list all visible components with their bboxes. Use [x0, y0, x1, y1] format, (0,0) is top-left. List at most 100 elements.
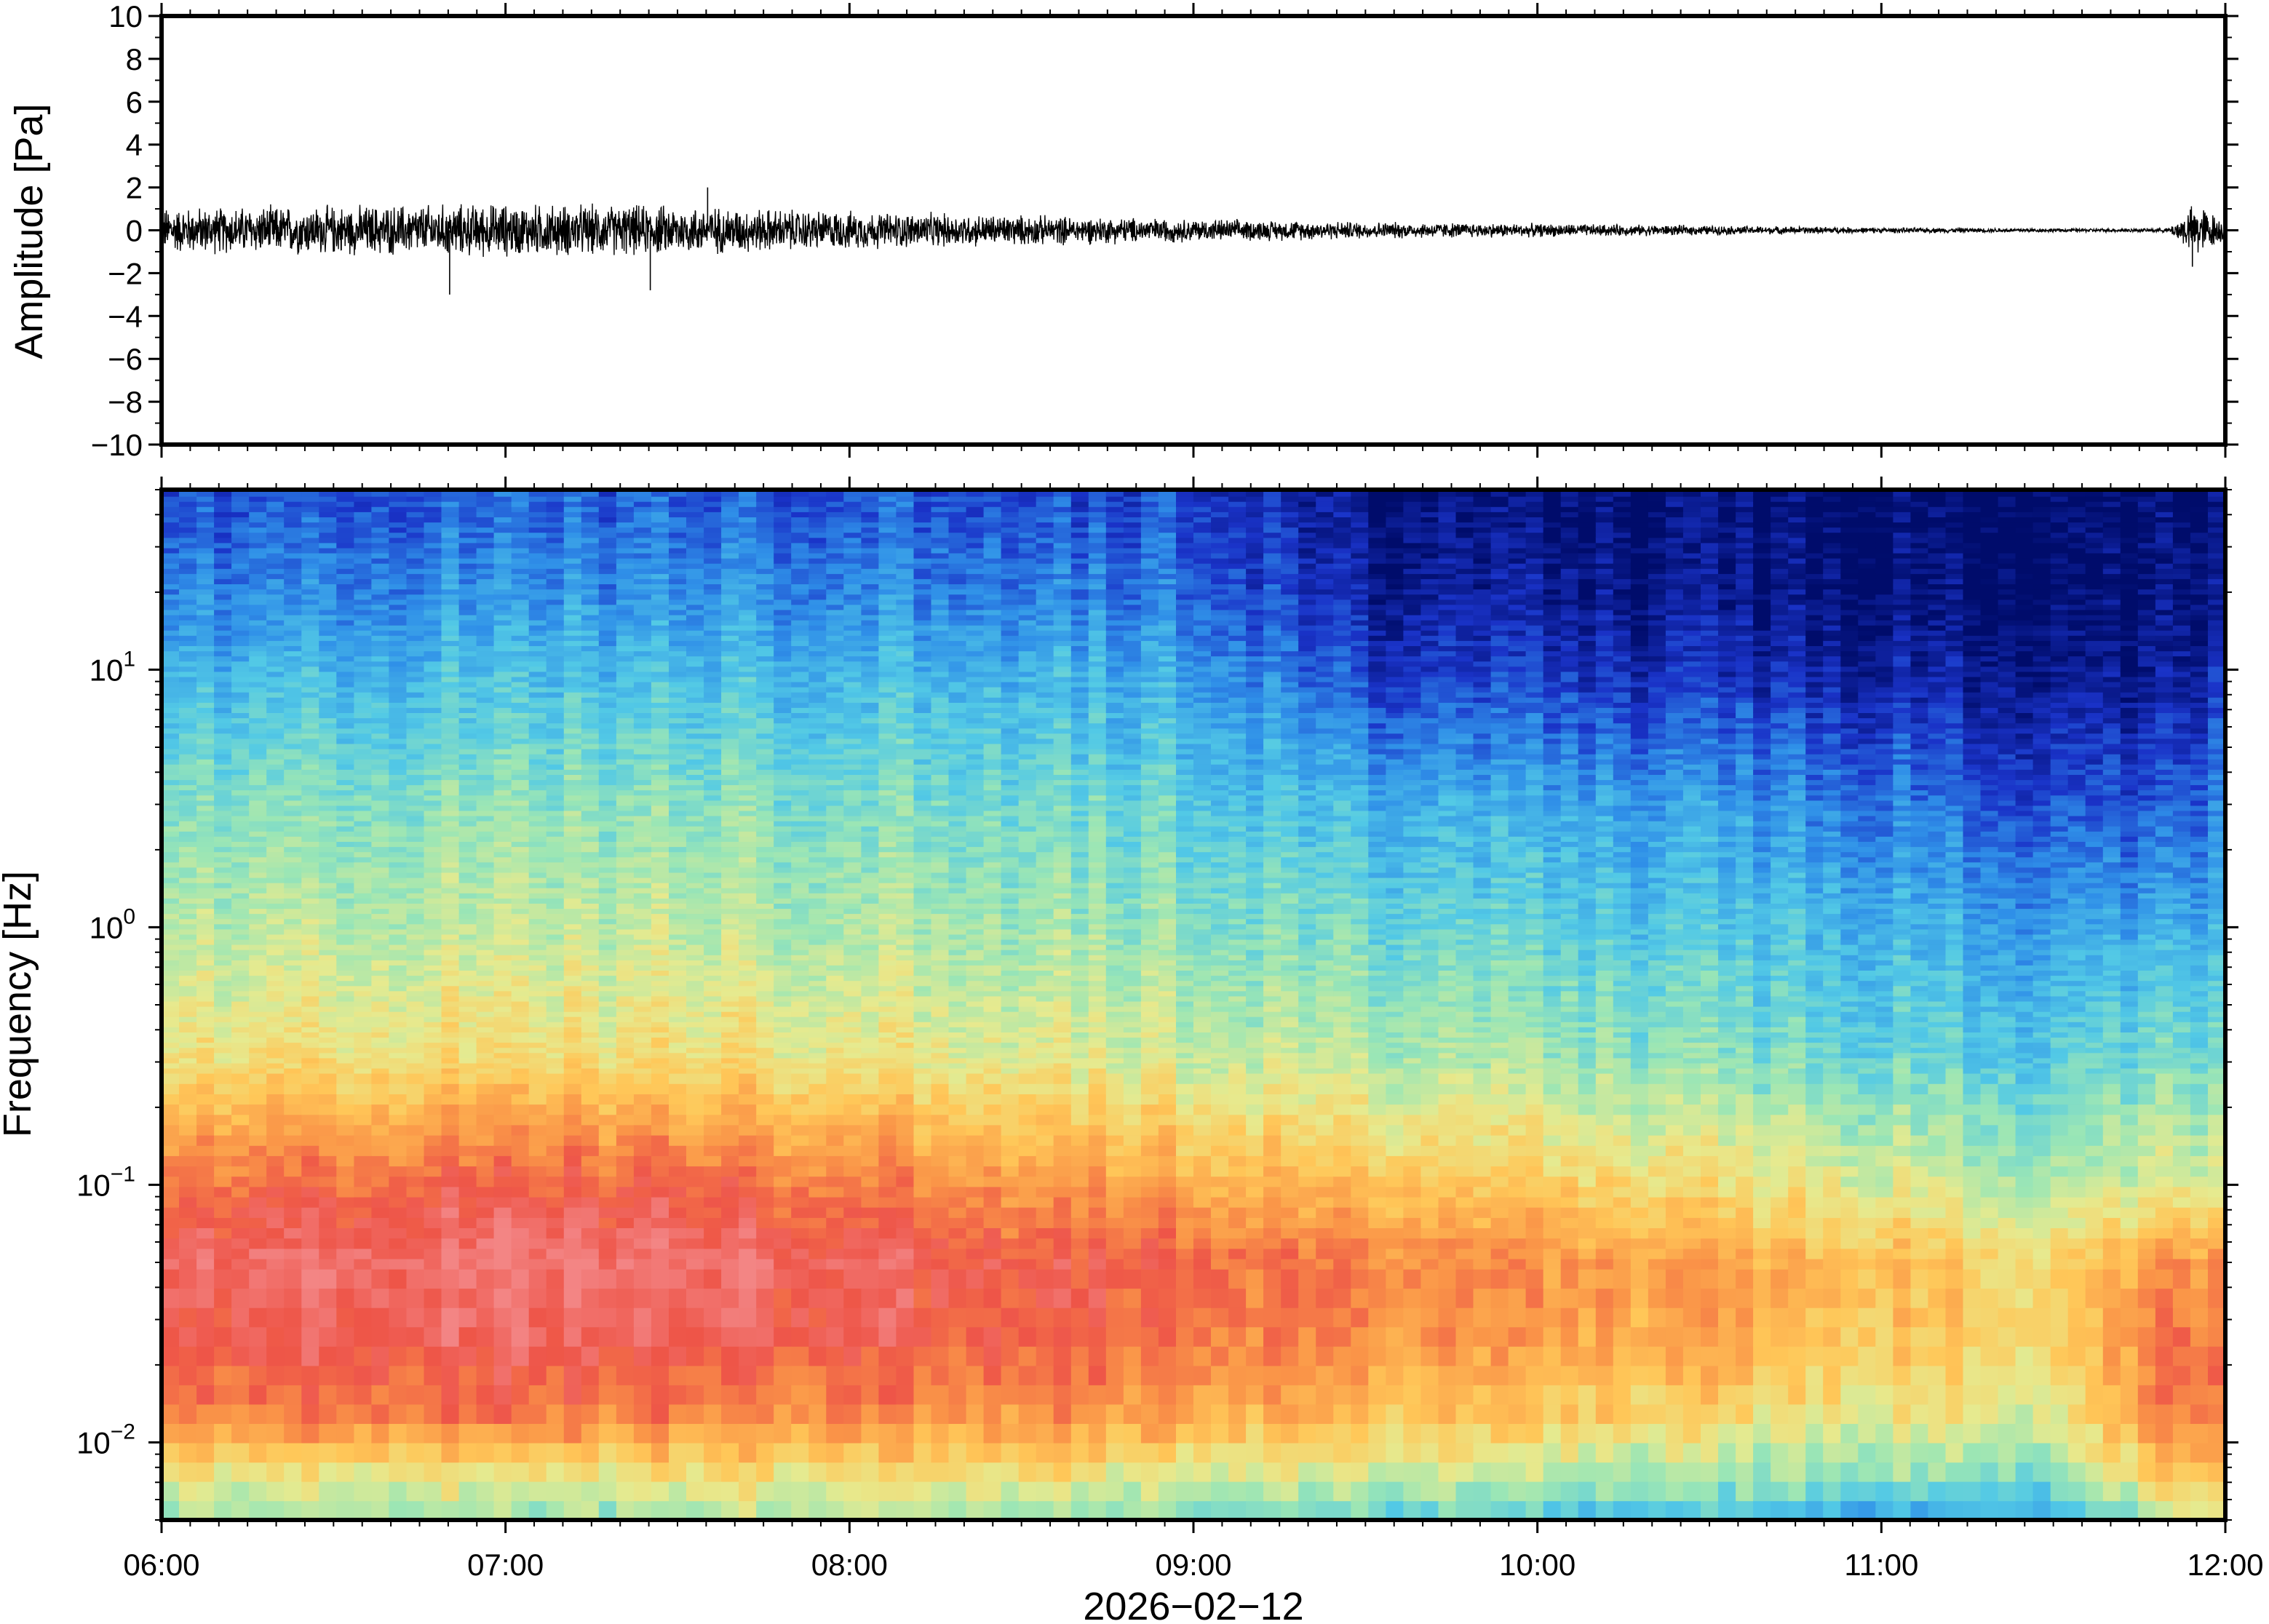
spectrogram-cell — [669, 980, 687, 987]
spectrogram-cell — [284, 1500, 302, 1521]
spectrogram-cell — [493, 872, 512, 878]
spectrogram-cell — [528, 691, 547, 698]
spectrogram-cell — [231, 1124, 250, 1136]
spectrogram-cell — [528, 908, 547, 915]
spectrogram-cell — [214, 1500, 232, 1521]
spectrogram-cell — [179, 1134, 197, 1146]
spectrogram-cell — [389, 728, 408, 734]
spectrogram-cell — [511, 522, 530, 528]
spectrogram-cell — [651, 584, 669, 590]
spectrogram-cell — [406, 985, 425, 992]
spectrogram-cell — [196, 1094, 215, 1105]
spectrogram-cell — [319, 810, 338, 816]
spectrogram-cell — [476, 599, 495, 605]
spectrogram-cell — [686, 522, 704, 528]
spectrogram-cell — [581, 1248, 600, 1259]
spectrogram-cell — [354, 928, 373, 935]
spectrogram-cell — [319, 1072, 338, 1084]
spectrogram-cell — [493, 624, 512, 631]
spectrogram-cell — [528, 589, 547, 595]
spectrogram-cell — [354, 774, 373, 781]
spectrogram-cell — [249, 965, 267, 971]
spectrogram-cell — [162, 928, 180, 935]
spectrogram-cell — [336, 743, 355, 749]
spectrogram-cell — [354, 1094, 373, 1105]
spectrogram-cell — [196, 748, 215, 755]
spectrogram-cell — [354, 522, 373, 528]
spectrogram-cell — [424, 928, 442, 935]
spectrogram-cell — [493, 537, 512, 544]
spectrogram-cell — [301, 1042, 320, 1048]
spectrogram-cell — [441, 1238, 460, 1249]
spectrogram-cell — [162, 542, 180, 549]
spectrogram-cell — [162, 1067, 180, 1074]
spectrogram-cell — [354, 1022, 373, 1027]
spectrogram-cell — [266, 650, 285, 657]
spectrogram-cell — [249, 826, 267, 832]
spectrogram-cell — [476, 1258, 495, 1270]
spectrogram-cell — [249, 547, 267, 554]
spectrogram-cell — [721, 995, 739, 1002]
spectrogram-cell — [249, 686, 267, 693]
spectrogram-cell — [231, 629, 250, 636]
spectrogram-cell — [704, 1442, 722, 1463]
spectrogram-cell — [249, 697, 267, 703]
spectrogram-cell — [301, 965, 320, 971]
spectrogram-cell — [563, 1196, 582, 1208]
spectrogram-cell — [231, 913, 250, 920]
spectrogram-cell — [493, 748, 512, 755]
spectrogram-cell — [669, 712, 687, 719]
spectrogram-cell — [616, 635, 635, 641]
spectrogram-cell — [284, 589, 302, 595]
spectrogram-cell — [196, 707, 215, 713]
spectrogram-cell — [721, 965, 739, 971]
spectrogram-cell — [196, 795, 215, 801]
spectrogram-cell — [301, 748, 320, 755]
spectrogram-cell — [598, 841, 617, 848]
spectrogram-cell — [511, 1027, 530, 1032]
spectrogram-cell — [669, 629, 687, 636]
spectrogram-cell — [389, 1032, 408, 1038]
spectrogram-cell — [458, 707, 477, 713]
spectrogram-cell — [336, 867, 355, 873]
spectrogram-cell — [598, 1186, 617, 1198]
spectrogram-cell — [616, 836, 635, 842]
spectrogram-cell — [162, 1027, 180, 1032]
spectrogram-cell — [424, 1326, 442, 1347]
spectrogram-cell — [214, 1217, 232, 1228]
spectrogram-cell — [371, 624, 390, 631]
spectrogram-cell — [231, 753, 250, 760]
spectrogram-cell — [493, 645, 512, 652]
spectrogram-cell — [424, 557, 442, 564]
spectrogram-cell — [651, 949, 669, 955]
spectrogram-cell — [546, 645, 565, 652]
spectrogram-cell — [598, 949, 617, 955]
spectrogram-cell — [686, 990, 704, 997]
spectrogram-cell — [424, 1037, 442, 1043]
spectrogram-cell — [371, 764, 390, 770]
spectrogram-cell — [371, 1032, 390, 1038]
spectrogram-cell — [581, 908, 600, 915]
spectrogram-cell — [633, 918, 652, 925]
spectrogram-cell — [266, 949, 285, 955]
spectrogram-cell — [354, 1404, 373, 1424]
spectrogram-cell — [179, 728, 197, 734]
spectrogram-cell — [231, 970, 250, 976]
spectrogram-cell — [651, 1176, 669, 1187]
spectrogram-cell — [406, 1248, 425, 1259]
spectrogram-cell — [336, 1423, 355, 1444]
spectrogram-cell — [249, 557, 267, 564]
spectrogram-cell — [284, 872, 302, 878]
spectrogram-cell — [249, 629, 267, 636]
spectrogram-cell — [424, 1268, 442, 1289]
spectrogram-cell — [651, 624, 669, 631]
spectrogram-cell — [493, 1124, 512, 1136]
spectrogram-cell — [319, 650, 338, 657]
spectrogram-cell — [721, 882, 739, 888]
spectrogram-cell — [214, 1442, 232, 1463]
spectrogram-cell — [371, 908, 390, 915]
spectrogram-cell — [669, 717, 687, 724]
spectrogram-cell — [266, 1288, 285, 1308]
spectrogram-cell — [231, 1258, 250, 1270]
spectrogram-cell — [196, 939, 215, 945]
